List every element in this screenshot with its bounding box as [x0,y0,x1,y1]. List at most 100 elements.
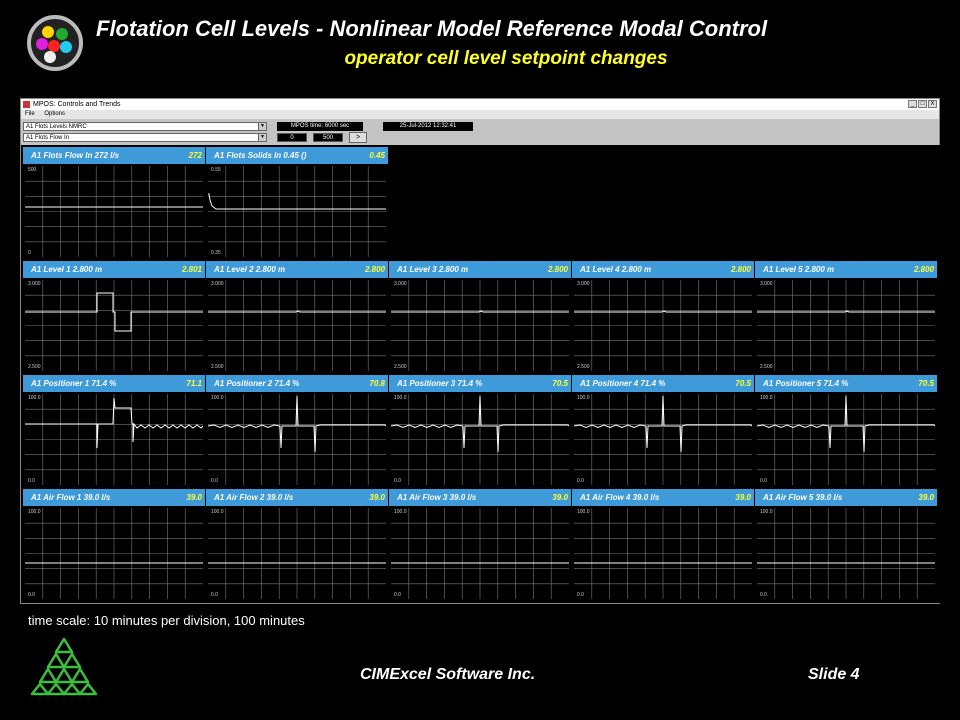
axis-max-label: 100.0 [394,509,407,515]
trend-panel[interactable]: A1 Positioner 5 71.4 % 70.5 100.0 0.0 [755,375,937,487]
mpos-window: MPOS: Controls and Trends _ □ X File Opt… [20,98,941,604]
axis-min-label: 2.500 [577,364,590,370]
apply-range-button[interactable]: > [349,132,367,143]
trend-plot: 100.0 0.0 [25,508,203,599]
trend-header[interactable]: A1 Positioner 2 71.4 % 70.8 [206,375,388,392]
slide-number: Slide 4 [808,666,860,683]
trend-chart [574,508,752,599]
axis-max-label: 0.55 [211,167,221,173]
trend-panel[interactable]: A1 Positioner 4 71.4 % 70.5 100.0 0.0 [572,375,754,487]
trend-panel[interactable]: A1 Flots Solids In 0.45 () 0.45 0.55 0.3… [206,147,388,259]
minimize-button[interactable]: _ [908,100,917,108]
trend-panel[interactable]: A1 Flots Flow In 272 l/s 272 500 0 [23,147,205,259]
axis-max-label: 100.0 [211,509,224,515]
axis-max-label: 3.000 [211,281,224,287]
trend-current-value: 2.800 [364,265,385,274]
axis-min-label: 0.0 [211,592,218,598]
axis-min-label: 0.0 [211,478,218,484]
trend-panel[interactable]: A1 Level 1 2.800 m 2.801 3.000 2.500 [23,261,205,373]
axis-min-label: 0.0 [394,478,401,484]
trend-header[interactable]: A1 Positioner 4 71.4 % 70.5 [572,375,754,392]
trend-header[interactable]: A1 Flots Flow In 272 l/s 272 [23,147,205,164]
trend-header[interactable]: A1 Level 3 2.800 m 2.800 [389,261,571,278]
trend-panel[interactable]: A1 Level 4 2.800 m 2.800 3.000 2.500 [572,261,754,373]
toolbar: A1 Flots Levels NMRC ▼ A1 Flots Flow In … [21,119,939,145]
axis-min-label: 2.500 [394,364,407,370]
axis-max-label: 100.0 [394,395,407,401]
trend-panel[interactable]: A1 Air Flow 4 39.0 l/s 39.0 100.0 0.0 [572,489,754,601]
trend-current-value: 39.0 [552,493,568,502]
trend-header[interactable]: A1 Flots Solids In 0.45 () 0.45 [206,147,388,164]
range-min-field[interactable]: 0 [277,133,307,142]
trend-panel[interactable]: A1 Air Flow 2 39.0 l/s 39.0 100.0 0.0 [206,489,388,601]
trend-chart [25,394,203,485]
dropdown-arrow-icon[interactable]: ▼ [258,122,267,131]
trend-panel[interactable]: A1 Level 3 2.800 m 2.800 3.000 2.500 [389,261,571,373]
trend-grid: A1 Flots Flow In 272 l/s 272 500 0 A1 Fl… [21,145,941,603]
trend-current-value: 2.800 [547,265,568,274]
time-scale-note: time scale: 10 minutes per division, 100… [28,613,305,628]
datetime-display: 25-Jul-2012 12:32:41 [383,122,473,131]
trend-current-value: 39.0 [735,493,751,502]
trend-label: A1 Air Flow 2 39.0 l/s [214,493,294,502]
trend-header[interactable]: A1 Positioner 5 71.4 % 70.5 [755,375,937,392]
trend-label: A1 Air Flow 1 39.0 l/s [31,493,111,502]
trend-plot: 3.000 2.500 [574,280,752,371]
trend-chart [25,166,203,257]
trend-plot: 100.0 0.0 [208,508,386,599]
axis-max-label: 100.0 [28,395,41,401]
trend-header[interactable]: A1 Air Flow 2 39.0 l/s 39.0 [206,489,388,506]
trend-current-value: 2.801 [181,265,202,274]
trend-header[interactable]: A1 Air Flow 4 39.0 l/s 39.0 [572,489,754,506]
trend-plot: 100.0 0.0 [208,394,386,485]
trend-header[interactable]: A1 Level 4 2.800 m 2.800 [572,261,754,278]
trend-current-value: 70.5 [918,379,934,388]
trend-header[interactable]: A1 Positioner 1 71.4 % 71.1 [23,375,205,392]
menu-options[interactable]: Options [44,111,66,117]
axis-max-label: 3.000 [577,281,590,287]
trend-label: A1 Air Flow 3 39.0 l/s [397,493,477,502]
trend-header[interactable]: A1 Air Flow 3 39.0 l/s 39.0 [389,489,571,506]
trend-label: A1 Level 1 2.800 m [31,265,103,274]
group-select-value: A1 Flots Levels NMRC [26,124,87,130]
axis-max-label: 100.0 [760,395,773,401]
slide-subtitle: operator cell level setpoint changes [344,48,668,69]
trend-panel[interactable]: A1 Air Flow 1 39.0 l/s 39.0 100.0 0.0 [23,489,205,601]
trend-plot: 3.000 2.500 [25,280,203,371]
trend-panel[interactable]: A1 Positioner 3 71.4 % 70.5 100.0 0.0 [389,375,571,487]
group-select[interactable]: A1 Flots Levels NMRC ▼ [23,122,267,131]
trend-panel[interactable]: A1 Air Flow 3 39.0 l/s 39.0 100.0 0.0 [389,489,571,601]
trend-label: A1 Flots Solids In 0.45 () [214,151,307,160]
trend-plot: 3.000 2.500 [391,280,569,371]
trend-label: A1 Flots Flow In 272 l/s [31,151,120,160]
trend-label: A1 Level 5 2.800 m [763,265,835,274]
trend-current-value: 2.800 [730,265,751,274]
trend-select[interactable]: A1 Flots Flow In ▼ [23,133,267,142]
menu-file[interactable]: File [25,111,35,117]
trend-panel[interactable]: A1 Positioner 2 71.4 % 70.8 100.0 0.0 [206,375,388,487]
dropdown-arrow-icon[interactable]: ▼ [258,133,267,142]
trend-chart [757,508,935,599]
trend-panel[interactable]: A1 Level 2 2.800 m 2.800 3.000 2.500 [206,261,388,373]
trend-plot: 3.000 2.500 [757,280,935,371]
trend-plot: 3.000 2.500 [208,280,386,371]
trend-label: A1 Positioner 3 71.4 % [397,379,483,388]
trend-panel[interactable]: A1 Level 5 2.800 m 2.800 3.000 2.500 [755,261,937,373]
range-max-field[interactable]: 500 [313,133,343,142]
trend-header[interactable]: A1 Positioner 3 71.4 % 70.5 [389,375,571,392]
circle-dots-logo-icon [27,15,83,71]
trend-panel[interactable]: A1 Positioner 1 71.4 % 71.1 100.0 0.0 [23,375,205,487]
axis-min-label: 2.500 [28,364,41,370]
window-titlebar[interactable]: MPOS: Controls and Trends _ □ X [21,99,939,110]
close-button[interactable]: X [928,100,937,108]
trend-header[interactable]: A1 Air Flow 1 39.0 l/s 39.0 [23,489,205,506]
trend-current-value: 71.1 [186,379,202,388]
axis-max-label: 100.0 [760,509,773,515]
trend-header[interactable]: A1 Level 1 2.800 m 2.801 [23,261,205,278]
maximize-button[interactable]: □ [918,100,927,108]
trend-header[interactable]: A1 Level 2 2.800 m 2.800 [206,261,388,278]
trend-header[interactable]: A1 Air Flow 5 39.0 l/s 39.0 [755,489,937,506]
trend-label: A1 Positioner 4 71.4 % [580,379,666,388]
trend-header[interactable]: A1 Level 5 2.800 m 2.800 [755,261,937,278]
trend-panel[interactable]: A1 Air Flow 5 39.0 l/s 39.0 100.0 0.0 [755,489,937,601]
